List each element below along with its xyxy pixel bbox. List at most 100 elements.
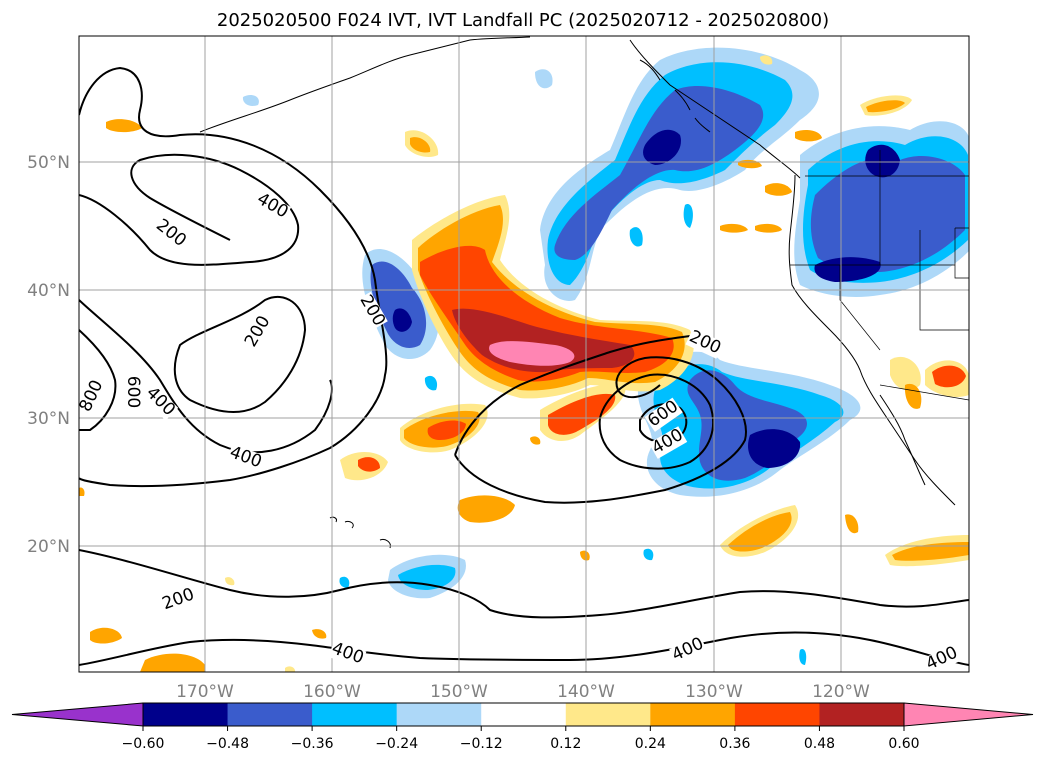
colorbar-segment [143, 703, 229, 726]
colorbar-tick-label: 0.24 [635, 736, 666, 752]
colorbar-tick-label: −0.12 [460, 736, 503, 752]
colorbar-tick-label: 0.48 [804, 736, 835, 752]
neg-region-central-dark [392, 308, 412, 332]
pos-region-coast-3 [765, 183, 792, 196]
coastlines [199, 36, 956, 549]
colorbar-segment [396, 703, 482, 726]
pos-region-hawaii-west-core [358, 457, 380, 472]
lon-tick-label: 170°W [176, 682, 234, 702]
pos-region-coast-1 [720, 223, 748, 233]
pos-region-sw-3 [312, 629, 327, 639]
coast-hawaii-2 [344, 521, 354, 529]
pos-region-north-2-core [866, 100, 905, 113]
colorbar-tick-label: −0.60 [122, 736, 165, 752]
colorbar-segments [11, 702, 1034, 727]
colorbar-tick-label: 0.36 [719, 736, 750, 752]
contour-200-south [79, 549, 969, 619]
colorbar-segment [227, 703, 313, 726]
neg-region-small-7 [339, 576, 350, 588]
contour-400-sw [79, 299, 333, 454]
colorbar-segment [650, 703, 736, 726]
neg-region-small-2 [242, 94, 259, 107]
pos-region-coast-2 [755, 223, 782, 233]
border-ca-nv [839, 265, 881, 351]
neg-region-small-3 [629, 227, 643, 247]
colorbar-tick-label: −0.48 [206, 736, 249, 752]
coast-alaska-aleutians [199, 36, 531, 133]
neg-region-west-us-dark [814, 257, 881, 282]
lon-tick-label: 120°W [812, 682, 870, 702]
contour-600-west [79, 329, 117, 431]
lat-tick-label: 50°N [27, 153, 70, 173]
colorbar-segment [312, 703, 398, 726]
map-panel: 200 400 200 200 200 600 800 400 400 600 … [78, 35, 970, 673]
neg-region-small-4 [683, 204, 693, 228]
pos-region-sm-3 [530, 436, 541, 445]
pos-region-east-sub-core [728, 512, 792, 552]
lon-tick-label: 160°W [303, 682, 361, 702]
contour-400-west [79, 153, 300, 266]
pos-region-socal-core [932, 365, 966, 388]
neg-region-central-core [370, 261, 427, 348]
pos-region-sandwich [457, 495, 515, 523]
colorbar-segment [734, 703, 820, 726]
pos-region-north-1-core [410, 137, 431, 153]
coast-bc-islands [639, 59, 711, 133]
ivt-contours [79, 66, 969, 666]
pos-region-sm-6 [79, 487, 85, 496]
gridlines [79, 36, 969, 672]
border-az-nm [919, 230, 969, 331]
colorbar-ticks: −0.60 −0.48 −0.36 −0.24 −0.12 0.12 0.24 0.36 0.4… [122, 726, 920, 752]
contour-600-loop [639, 403, 688, 444]
lon-tick-labels: 170°W 160°W 150°W 140°W 130°W 120°W [176, 682, 870, 702]
colorbar-segment [819, 703, 905, 726]
colorbar-segment [565, 703, 651, 726]
coast-hawaii-3 [329, 516, 337, 523]
contour-200-loop [454, 356, 747, 504]
pos-region-coast-5 [760, 55, 773, 65]
borders [790, 150, 969, 401]
lon-tick-label: 140°W [557, 682, 615, 702]
lat-tick-label: 30°N [27, 409, 70, 429]
pos-region-far-east-core [892, 542, 969, 561]
neg-region-small-8 [799, 649, 807, 665]
pos-region-sm-2 [845, 514, 859, 534]
map-title: 2025020500 F024 IVT, IVT Landfall PC (20… [217, 10, 829, 31]
coast-alaska-panhandle [629, 39, 801, 179]
positive-pc-shading [79, 55, 969, 672]
colorbar-tick-label: −0.24 [375, 736, 418, 752]
border-mexico [879, 384, 969, 401]
contour-400-south [79, 631, 969, 666]
neg-region-subtropical-dark [748, 429, 801, 468]
pos-region-sm-4 [225, 577, 235, 586]
neg-region-west-us-inner [810, 155, 965, 272]
contour-label: 600 [123, 376, 143, 408]
colorbar: −0.60 −0.48 −0.36 −0.24 −0.12 0.12 0.24 0.36 0.4… [11, 702, 1034, 752]
neg-region-small-1 [535, 69, 553, 89]
colorbar-segment [481, 703, 567, 726]
colorbar-extend-max [903, 702, 1034, 727]
neg-region-west-us-dark2 [865, 144, 900, 178]
contour-200-inner [173, 295, 307, 413]
contour-200-outer [79, 66, 388, 488]
coast-baja [879, 394, 926, 486]
lat-tick-label: 20°N [27, 537, 70, 557]
pos-region-sm-5 [285, 666, 296, 672]
pos-region-sw-2 [90, 627, 122, 644]
lon-tick-label: 150°W [430, 682, 488, 702]
colorbar-tick-label: −0.36 [291, 736, 334, 752]
pos-region-main-pink [489, 341, 575, 366]
pos-region-sm-1 [580, 550, 590, 561]
pos-region-baja [890, 356, 921, 391]
colorbar-frame [142, 702, 905, 727]
map-frame [78, 35, 970, 673]
pos-region-north-3 [106, 119, 142, 133]
neg-region-pnw-dark [643, 129, 681, 165]
pos-region-mid-core [548, 393, 616, 435]
pos-region-north-4 [795, 130, 822, 142]
neg-region-pnw-inner [554, 85, 764, 260]
coast-hawaii-1 [379, 539, 391, 549]
colorbar-tick-label: 0.60 [888, 736, 919, 752]
neg-region-small-6 [424, 375, 438, 391]
